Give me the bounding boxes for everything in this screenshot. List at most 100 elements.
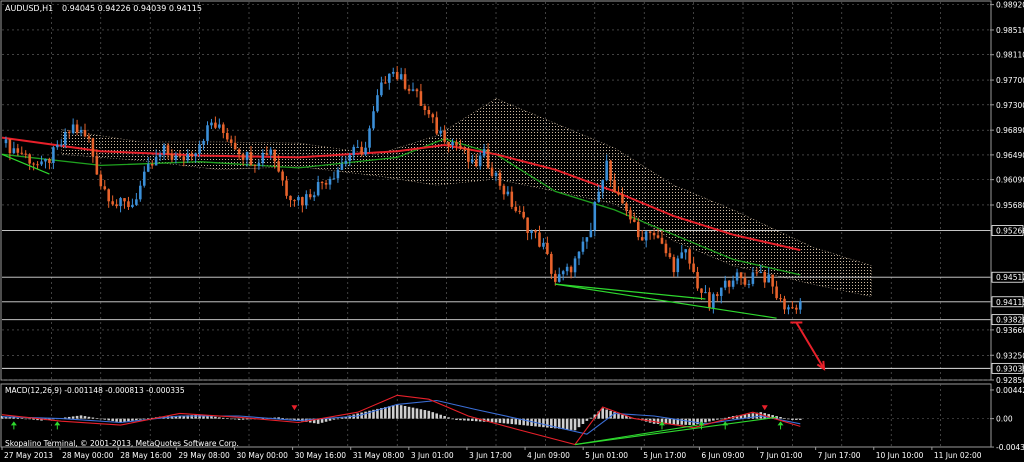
candle-body — [150, 164, 154, 166]
candle-body — [174, 155, 178, 160]
macd-histogram-bar — [431, 412, 435, 419]
candle-body — [52, 147, 55, 163]
macd-histogram-bar — [411, 407, 415, 419]
macd-histogram-bar — [474, 418, 478, 422]
macd-histogram-bar — [245, 418, 249, 420]
macd-histogram-bar — [443, 416, 446, 419]
candle-body — [565, 266, 569, 272]
candle-body — [775, 286, 778, 299]
macd-histogram-bar — [573, 418, 577, 431]
price-tick-label: 0.93826 — [996, 316, 1024, 325]
macd-histogram-bar — [237, 418, 241, 420]
candle-body — [518, 210, 521, 212]
macd-histogram-bar — [332, 418, 336, 420]
macd-histogram-bar — [210, 416, 213, 419]
candle-body — [190, 154, 193, 157]
macd-histogram-bar — [700, 418, 703, 424]
candle-body — [360, 146, 363, 155]
macd-main-line — [1, 394, 801, 446]
macd-up-arrow-icon — [54, 421, 61, 426]
macd-histogram-bar — [779, 417, 782, 419]
macd-histogram-bar — [123, 418, 126, 422]
macd-histogram-bar — [427, 410, 431, 419]
candle-body — [506, 191, 510, 195]
candle-body — [8, 139, 12, 154]
price-panel[interactable]: AUDUSD,H1 0.94045 0.94226 0.94039 0.9411… — [0, 0, 992, 381]
candle-body — [759, 271, 763, 274]
moving-averages — [1, 136, 801, 276]
candle-body — [550, 253, 553, 274]
horizontal-levels — [2, 230, 990, 369]
candle-body — [712, 294, 715, 308]
macd-panel[interactable]: MACD(12,26,9) -0.001148 -0.000813 -0.000… — [0, 383, 992, 448]
macd-histogram-bar — [91, 417, 95, 419]
macd-tick-label: 0.004424 — [996, 386, 1024, 395]
candle-body — [692, 263, 695, 273]
macd-histogram-bar — [202, 415, 205, 419]
candle-body — [293, 200, 296, 202]
macd-histogram-bar — [775, 416, 778, 419]
candle-body — [312, 195, 316, 198]
macd-histogram-bar — [71, 416, 75, 419]
candle-body — [56, 145, 59, 148]
macd-histogram-bar — [530, 418, 533, 427]
candle-body — [289, 195, 292, 201]
candle-body — [656, 235, 660, 238]
macd-up-arrow-icon — [658, 421, 665, 426]
macd-histogram-bar — [565, 418, 569, 430]
macd-histogram-bar — [328, 418, 332, 421]
candle-body — [696, 272, 699, 289]
candle-body — [751, 272, 755, 284]
macd-histogram-bar — [605, 409, 608, 419]
candle-body — [158, 154, 162, 157]
candle-body — [633, 219, 636, 222]
macd-histogram-bar — [719, 418, 723, 420]
candle-body — [320, 182, 324, 184]
macd-histogram-bar — [439, 414, 442, 419]
candle-body — [613, 180, 616, 193]
macd-histogram-bar — [67, 416, 71, 419]
candle-body — [427, 110, 431, 115]
candle-body — [380, 82, 383, 96]
candle-body — [743, 278, 747, 285]
candle-body — [704, 292, 707, 294]
candle-body — [83, 130, 87, 137]
candle-body — [229, 139, 233, 143]
macd-histogram-bar — [419, 409, 423, 419]
macd-histogram-bar — [451, 418, 454, 420]
price-tick-label: 0.93250 — [996, 351, 1024, 360]
macd-histogram-bar — [8, 416, 12, 419]
candle-body — [755, 272, 759, 274]
macd-histogram-bar — [229, 418, 233, 420]
macd-histogram-bar — [320, 418, 324, 423]
candle-body — [577, 251, 581, 259]
macd-histogram-bar — [494, 418, 498, 423]
chart-symbol: AUDUSD,H1 — [5, 4, 53, 13]
candle-body — [763, 271, 767, 283]
candle-body — [530, 230, 533, 233]
macd-histogram-bar — [660, 418, 664, 425]
macd-histogram-bar — [36, 418, 39, 421]
macd-histogram-bar — [399, 405, 403, 419]
price-tick-label: 0.97300 — [996, 101, 1024, 110]
candle-body — [723, 280, 727, 288]
candle-body — [249, 152, 253, 165]
macd-histogram-bar — [368, 410, 371, 419]
candle-body — [384, 82, 387, 84]
macd-histogram-bar — [289, 418, 292, 420]
macd-histogram-bar — [795, 418, 798, 420]
candle-body — [222, 124, 225, 133]
macd-histogram-bar — [676, 418, 680, 425]
candle-body — [467, 148, 470, 162]
candle-body — [12, 148, 16, 154]
candle-body — [538, 232, 541, 247]
candle-body — [553, 273, 557, 282]
candle-body — [486, 149, 490, 168]
macd-histogram-bar — [28, 418, 31, 420]
candle-body — [617, 192, 620, 195]
candle-body — [411, 89, 415, 91]
macd-histogram-bar — [316, 418, 320, 424]
macd-title: MACD(12,26,9) -0.001148 -0.000813 -0.000… — [5, 386, 185, 395]
macd-histogram-bar — [597, 411, 601, 419]
macd-histogram-bar — [214, 416, 217, 419]
